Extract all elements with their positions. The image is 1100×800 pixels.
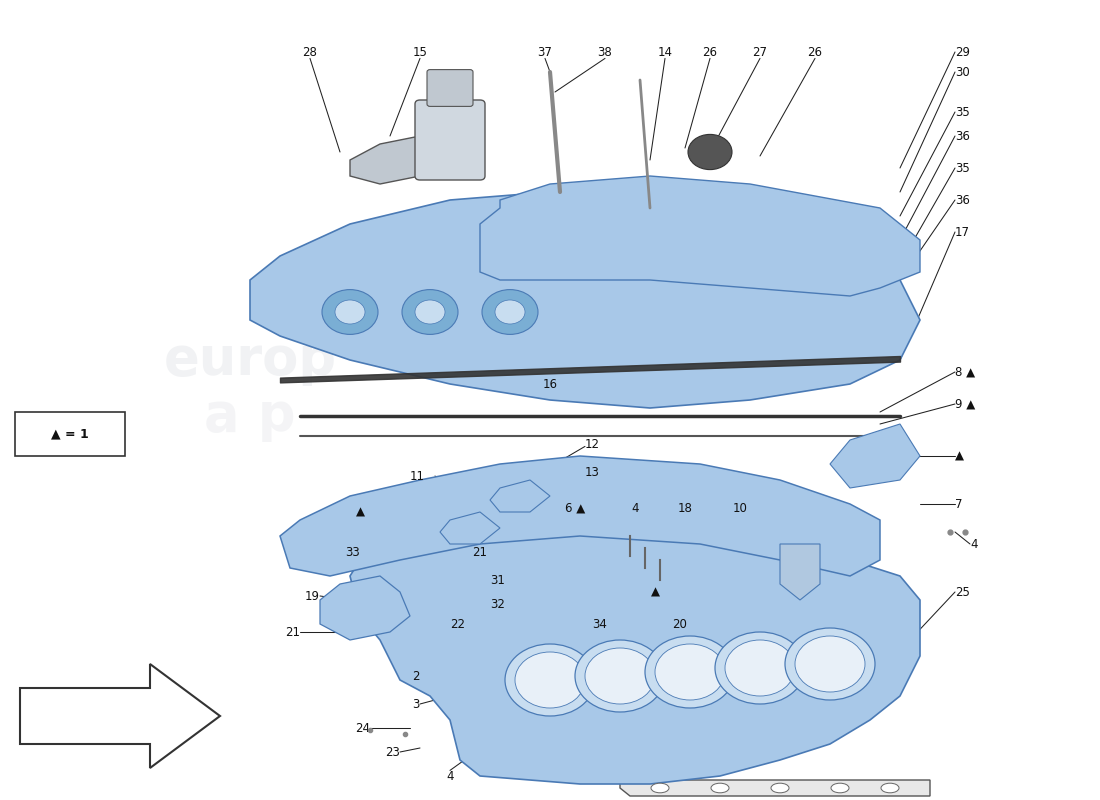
Text: ▲: ▲ [650,586,660,598]
FancyBboxPatch shape [415,100,485,180]
Circle shape [795,636,865,692]
Text: 30: 30 [955,66,970,78]
Text: 22: 22 [450,618,465,630]
Polygon shape [350,136,420,184]
Circle shape [336,300,365,324]
Text: 32: 32 [490,598,505,610]
Text: 4: 4 [447,770,453,782]
Polygon shape [830,424,920,488]
Circle shape [322,290,378,334]
Ellipse shape [881,783,899,793]
Text: 35: 35 [955,162,970,174]
Polygon shape [620,780,930,796]
Circle shape [785,628,874,700]
Polygon shape [490,480,550,512]
Polygon shape [280,456,880,576]
FancyBboxPatch shape [427,70,473,106]
Text: 21: 21 [473,546,487,558]
Polygon shape [350,472,920,784]
Text: 26: 26 [703,46,717,58]
Text: 29: 29 [955,46,970,58]
Text: a p: a p [205,390,296,442]
Circle shape [725,640,795,696]
Text: 11: 11 [410,470,425,482]
Text: 18: 18 [678,502,692,514]
Text: 34: 34 [593,618,607,630]
Text: 36: 36 [955,194,970,206]
Circle shape [495,300,525,324]
Ellipse shape [830,783,849,793]
Text: ▲: ▲ [355,506,364,518]
Text: europaparts: europaparts [248,267,752,405]
Text: 35: 35 [955,106,970,118]
Text: 6 ▲: 6 ▲ [565,502,585,514]
FancyBboxPatch shape [15,412,125,456]
Text: 9 ▲: 9 ▲ [955,398,976,410]
Text: 3: 3 [412,698,420,710]
Text: 19: 19 [305,590,320,602]
Text: 5 ▲: 5 ▲ [499,498,520,510]
Text: 27: 27 [752,46,768,58]
Polygon shape [480,176,920,296]
Text: 37: 37 [538,46,552,58]
Polygon shape [20,664,220,768]
Text: europ: europ [164,334,337,386]
Text: 8 ▲: 8 ▲ [955,366,975,378]
Polygon shape [250,192,920,408]
Text: 20: 20 [672,618,688,630]
Text: 26: 26 [807,46,823,58]
Text: 38: 38 [597,46,613,58]
Circle shape [585,648,654,704]
Polygon shape [780,544,820,600]
Text: 4: 4 [631,502,639,514]
Text: 31: 31 [490,574,505,586]
Text: 23: 23 [385,746,400,758]
Text: 7: 7 [955,498,962,510]
Text: 36: 36 [955,130,970,142]
Text: 24: 24 [355,722,370,734]
Circle shape [415,300,446,324]
Polygon shape [320,576,410,640]
Circle shape [515,652,585,708]
Text: 13: 13 [585,466,600,478]
Circle shape [482,290,538,334]
Text: 16: 16 [542,378,558,390]
Circle shape [505,644,595,716]
Text: 12: 12 [585,438,600,450]
Text: 4: 4 [970,538,978,550]
Text: 15: 15 [412,46,428,58]
Circle shape [654,644,725,700]
Circle shape [402,290,458,334]
Ellipse shape [771,783,789,793]
Ellipse shape [651,783,669,793]
Text: 33: 33 [345,546,360,558]
Ellipse shape [711,783,729,793]
Circle shape [645,636,735,708]
Circle shape [575,640,666,712]
Text: 21: 21 [285,626,300,638]
Text: ▲: ▲ [955,450,964,462]
Text: ▲ = 1: ▲ = 1 [51,427,89,441]
Text: 10: 10 [733,502,747,514]
Circle shape [688,134,732,170]
Text: 28: 28 [302,46,318,58]
Text: since 1985: since 1985 [615,264,886,376]
Text: 14: 14 [658,46,672,58]
Polygon shape [440,512,500,544]
Text: 17: 17 [955,226,970,238]
Text: 25: 25 [955,586,970,598]
Text: 2: 2 [412,670,420,682]
Circle shape [715,632,805,704]
